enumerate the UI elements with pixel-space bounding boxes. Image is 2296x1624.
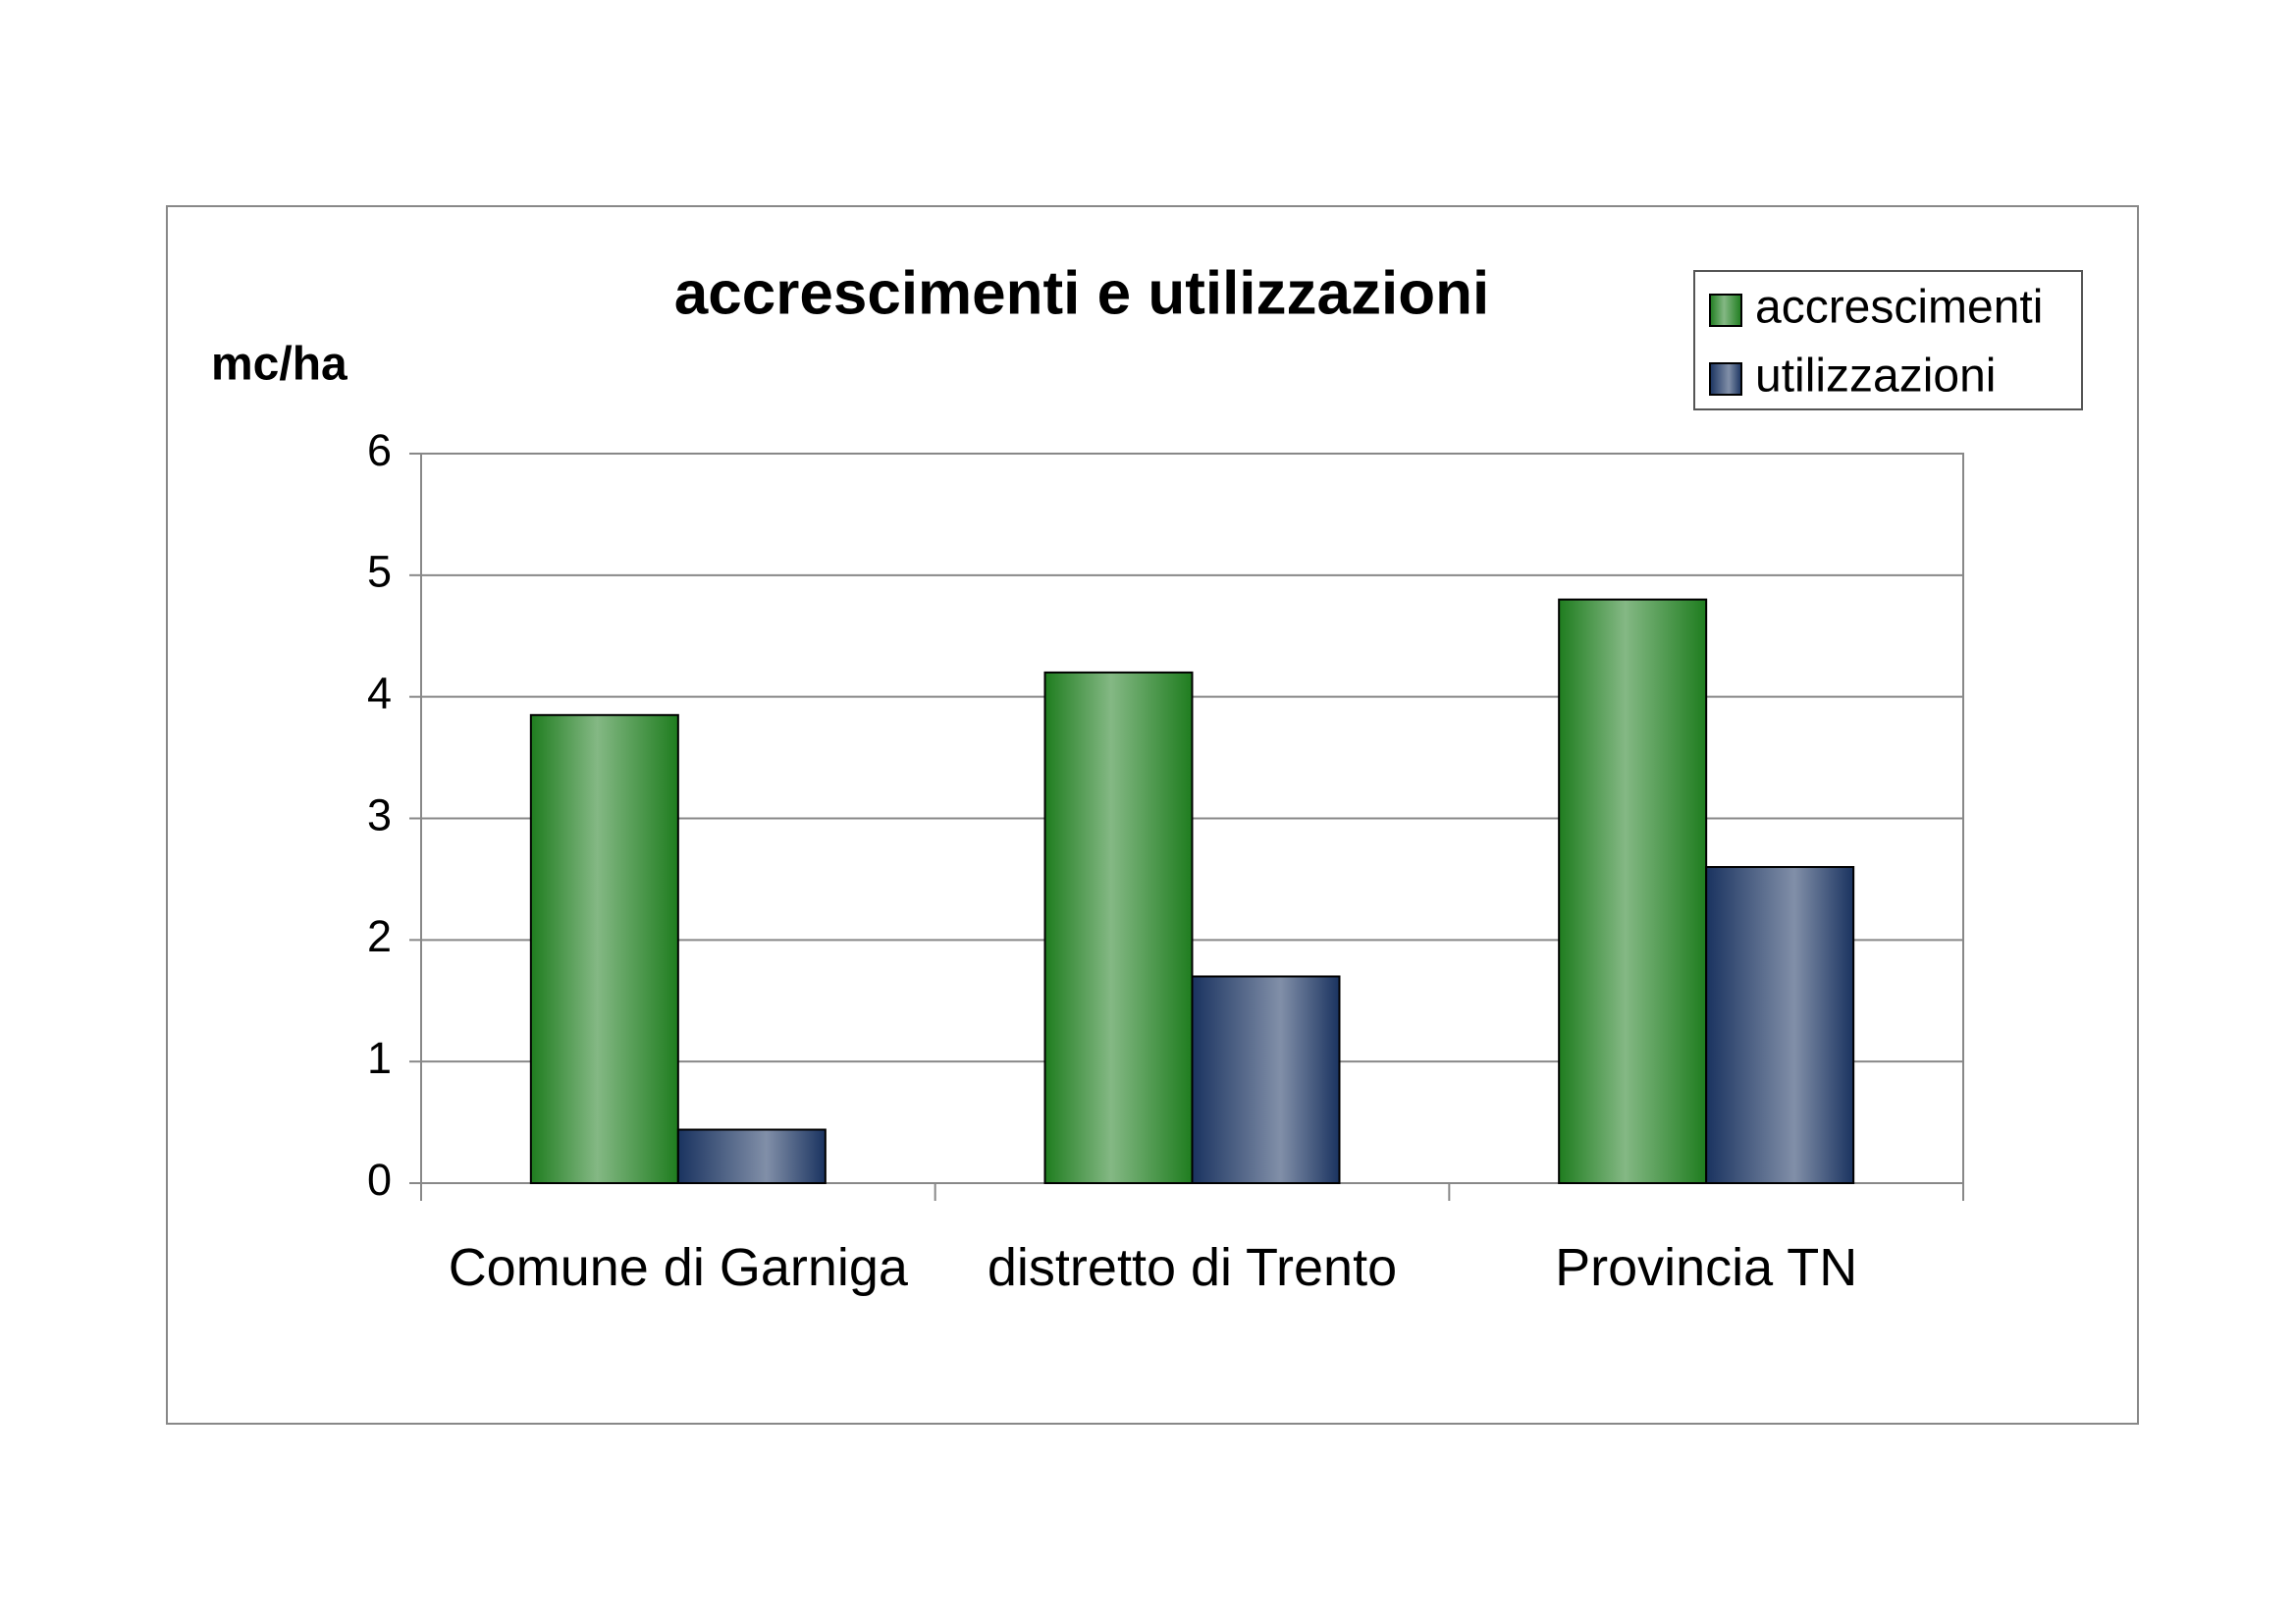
bar	[676, 1128, 827, 1184]
legend-label: accrescimenti	[1755, 282, 2043, 334]
y-tick-label: 6	[367, 425, 392, 475]
x-tick-label: Comune di Garniga	[448, 1238, 908, 1297]
legend-label: utilizzazioni	[1755, 351, 1996, 403]
y-tick-label: 1	[367, 1033, 392, 1083]
y-tick-label: 0	[367, 1155, 392, 1205]
bar	[529, 714, 679, 1184]
y-axis-label: mc/ha	[211, 339, 347, 391]
bar	[1043, 671, 1194, 1184]
x-tick-label: distretto di Trento	[987, 1238, 1398, 1297]
chart-title: accrescimenti e utilizzazioni	[674, 259, 1489, 327]
bar	[1558, 598, 1708, 1184]
legend-swatch	[1709, 294, 1742, 327]
legend-swatch	[1709, 362, 1742, 396]
y-tick-label: 3	[367, 789, 392, 839]
y-tick-label: 4	[367, 669, 392, 719]
x-tick-label: Provincia TN	[1555, 1238, 1858, 1297]
legend-frame	[1693, 270, 2083, 410]
y-tick-label: 2	[367, 911, 392, 961]
bar	[1705, 866, 1855, 1184]
y-tick-label: 5	[367, 547, 392, 597]
bar	[1191, 975, 1341, 1184]
